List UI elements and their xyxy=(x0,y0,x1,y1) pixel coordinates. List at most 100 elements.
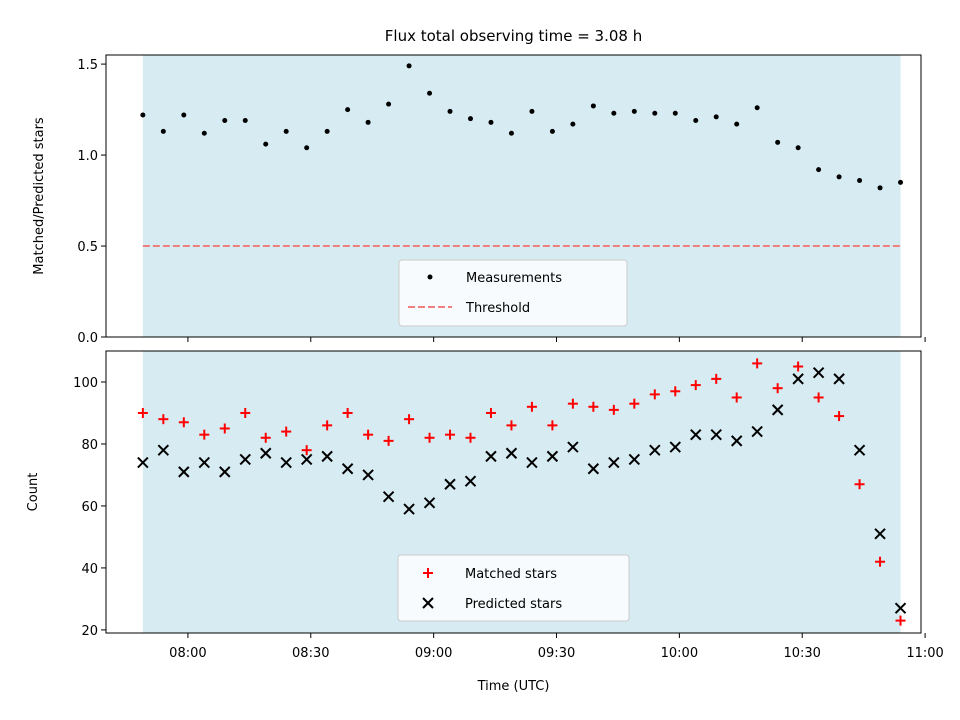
cross-b xyxy=(526,456,538,469)
cross-b xyxy=(422,597,434,609)
predicted-star-point xyxy=(280,456,292,469)
matched-star-point xyxy=(772,383,783,394)
matched-star-point xyxy=(690,380,701,391)
cross-b xyxy=(403,503,415,515)
predicted-star-point xyxy=(260,447,272,459)
count-y-axis-label: Count xyxy=(26,473,41,512)
measurement-point xyxy=(242,117,248,123)
x-tick-label: 09:00 xyxy=(415,646,452,661)
predicted-star-point xyxy=(874,528,886,540)
matched-star-point xyxy=(137,407,148,418)
matched-star-point xyxy=(445,429,456,440)
measurement-point xyxy=(631,108,637,114)
predicted-star-point xyxy=(833,373,845,385)
measurement-point xyxy=(877,185,883,191)
x-axis-label: Time (UTC) xyxy=(477,679,550,694)
matched-star-point xyxy=(711,373,722,384)
cross-b xyxy=(853,444,866,456)
chart-title: Flux total observing time = 3.08 h xyxy=(385,27,642,45)
matched-star-point xyxy=(404,414,415,425)
predicted-star-point xyxy=(628,453,641,466)
predicted-star-point xyxy=(853,444,866,456)
cross-b xyxy=(833,373,845,385)
ratio-legend-box xyxy=(398,259,628,327)
count-legend: Matched stars Predicted stars xyxy=(397,554,630,622)
matched-star-point xyxy=(875,556,886,567)
predicted-star-point xyxy=(505,447,518,459)
predicted-star-point xyxy=(567,441,579,453)
measurement-point xyxy=(365,119,371,125)
measurement-point xyxy=(672,110,678,116)
predicted-star-point xyxy=(485,450,497,463)
measurement-point xyxy=(816,167,822,173)
predicted-star-point xyxy=(464,475,477,487)
cross-b xyxy=(260,447,272,459)
ratio-y-axis-label: Matched/Predicted stars xyxy=(32,117,47,275)
predicted-star-point xyxy=(444,478,456,490)
matched-star-point xyxy=(322,420,333,431)
y-tick-label: 1.5 xyxy=(77,58,98,73)
cross-b xyxy=(751,425,763,438)
ratio-panel-frame xyxy=(105,54,922,338)
measurement-point xyxy=(160,128,166,134)
legend-predicted-marker xyxy=(422,597,434,609)
predicted-star-point xyxy=(792,373,804,385)
measurement-point xyxy=(324,128,330,134)
predicted-star-point xyxy=(710,428,722,441)
measurement-point xyxy=(836,174,842,180)
matched-star-point xyxy=(526,401,537,412)
cross-b xyxy=(730,435,743,447)
matched-star-point xyxy=(342,407,353,418)
cross-b xyxy=(362,469,374,481)
matched-star-point xyxy=(240,407,251,418)
cross-b xyxy=(894,602,907,614)
matched-star-point xyxy=(731,392,742,403)
predicted-star-point xyxy=(198,456,210,469)
cross-b xyxy=(690,428,702,441)
cross-b xyxy=(792,373,804,385)
matched-star-point xyxy=(281,426,292,437)
predicted-star-point xyxy=(341,463,354,475)
measurement-point xyxy=(181,112,187,118)
predicted-star-point xyxy=(137,456,149,469)
matched-star-point xyxy=(158,414,169,425)
predicted-star-point xyxy=(546,450,559,463)
y-tick-label: 60 xyxy=(81,500,98,515)
predicted-star-point xyxy=(403,503,415,515)
ratio-legend: Measurements Threshold xyxy=(398,259,628,327)
measurement-point xyxy=(529,108,535,114)
cross-b xyxy=(587,463,600,475)
cross-b xyxy=(341,463,354,475)
x-tick-label: 10:30 xyxy=(783,646,820,661)
cross-b xyxy=(423,497,436,509)
measurement-point xyxy=(263,141,269,147)
cross-b xyxy=(239,453,251,466)
measurement-point xyxy=(488,119,494,125)
cross-b xyxy=(485,450,497,463)
predicted-star-point xyxy=(608,456,620,469)
y-tick-label: 40 xyxy=(81,562,98,577)
predicted-star-point xyxy=(219,466,231,478)
legend-measurements-label: Measurements xyxy=(466,271,562,286)
cross-b xyxy=(198,456,210,469)
predicted-star-point xyxy=(300,453,313,466)
measurement-point xyxy=(386,101,392,107)
matched-star-point xyxy=(547,420,558,431)
cross-b xyxy=(649,444,661,456)
legend-matched-marker xyxy=(423,568,433,578)
matched-star-point xyxy=(301,445,312,456)
count-points xyxy=(137,358,907,626)
measurement-point xyxy=(222,117,228,123)
cross-b xyxy=(137,456,149,469)
predicted-star-point xyxy=(382,490,395,503)
cross-b xyxy=(874,528,886,540)
measurement-point xyxy=(447,108,453,114)
measurement-point xyxy=(467,116,473,122)
legend-measurements-marker xyxy=(427,274,433,280)
measurement-points xyxy=(140,63,904,191)
matched-star-point xyxy=(219,423,230,434)
count-legend-box xyxy=(397,554,630,622)
measurement-point xyxy=(140,112,146,118)
measurement-point xyxy=(427,90,433,96)
x-tick-label: 11:00 xyxy=(906,646,943,661)
